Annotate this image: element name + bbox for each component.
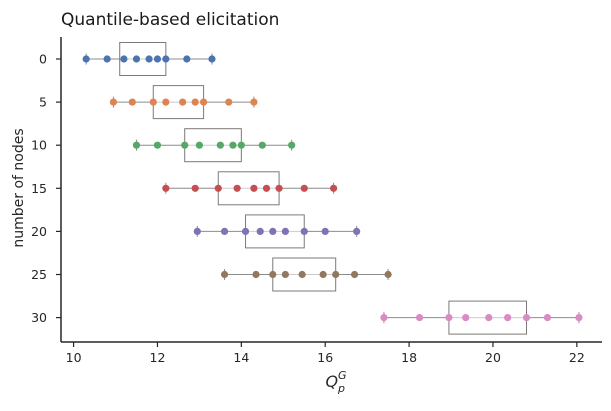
x-tick-label: 16 <box>317 350 333 365</box>
data-point <box>82 55 90 63</box>
x-tick-label: 14 <box>233 350 249 365</box>
x-axis-ticks: 10 12 14 16 18 20 22 <box>66 342 585 365</box>
data-point <box>153 55 162 63</box>
data-point <box>353 227 361 235</box>
row-10 <box>132 128 296 163</box>
data-point <box>250 184 258 192</box>
data-point <box>485 314 493 322</box>
data-point <box>225 98 233 106</box>
y-axis-label: number of nodes <box>11 128 27 247</box>
data-point <box>252 270 260 279</box>
data-point <box>241 227 250 235</box>
data-point <box>109 98 118 106</box>
row-5 <box>109 85 258 120</box>
data-point <box>319 270 327 279</box>
row-20 <box>193 214 361 249</box>
data-point <box>288 141 296 149</box>
data-point <box>332 270 340 279</box>
data-point <box>256 227 264 235</box>
data-point <box>281 270 289 279</box>
row-25 <box>220 257 392 292</box>
data-point <box>237 141 245 149</box>
data-point <box>199 98 208 106</box>
data-point <box>132 55 141 63</box>
data-point <box>181 141 189 149</box>
data-point <box>300 227 308 235</box>
data-point <box>162 184 170 192</box>
data-point <box>162 98 170 106</box>
data-point <box>298 270 306 279</box>
data-point <box>132 141 141 149</box>
x-tick-label: 10 <box>66 350 82 365</box>
data-point <box>195 141 203 149</box>
data-point <box>329 184 338 192</box>
data-point <box>153 141 162 149</box>
data-point <box>300 184 308 192</box>
data-point <box>543 314 552 322</box>
data-point <box>162 55 170 63</box>
plot-area <box>82 42 583 335</box>
y-axis-ticks: 0 5 10 15 20 25 30 <box>31 52 61 325</box>
data-point <box>220 270 229 279</box>
data-point <box>229 141 237 149</box>
data-point <box>103 55 111 63</box>
y-tick-label: 30 <box>31 310 47 325</box>
data-point <box>575 314 583 322</box>
data-point <box>191 184 199 192</box>
data-point <box>321 227 329 235</box>
data-point <box>281 227 289 235</box>
row-30 <box>380 300 583 335</box>
data-point <box>384 270 392 279</box>
data-point <box>462 314 470 322</box>
data-point <box>128 98 136 106</box>
data-point <box>380 314 388 322</box>
data-point <box>149 98 157 106</box>
y-tick-label: 5 <box>39 95 47 110</box>
y-tick-label: 0 <box>39 52 47 67</box>
x-tick-label: 20 <box>485 350 501 365</box>
data-point <box>262 184 271 192</box>
x-tick-label: 12 <box>150 350 166 365</box>
data-point <box>179 98 187 106</box>
x-tick-label: 18 <box>401 350 417 365</box>
data-point <box>216 141 224 149</box>
data-point <box>269 270 277 279</box>
data-point <box>350 270 359 279</box>
data-point <box>233 184 241 192</box>
y-tick-label: 10 <box>31 138 47 153</box>
data-point <box>183 55 191 63</box>
x-axis-label: QpG <box>325 369 346 395</box>
data-point <box>191 98 199 106</box>
data-point <box>208 55 216 63</box>
row-15 <box>162 171 338 206</box>
chart-title: Quantile-based elicitation <box>61 10 279 30</box>
data-point <box>504 314 512 322</box>
data-point <box>145 55 153 63</box>
row-0 <box>82 42 216 76</box>
x-tick-label: 22 <box>569 350 585 365</box>
y-tick-label: 25 <box>31 267 47 282</box>
y-tick-label: 20 <box>31 224 47 239</box>
data-point <box>220 227 229 235</box>
data-point <box>522 314 531 322</box>
data-point <box>250 98 258 106</box>
data-point <box>214 184 222 192</box>
data-point <box>415 314 424 322</box>
data-point <box>275 184 283 192</box>
data-point <box>120 55 128 63</box>
y-tick-label: 15 <box>31 181 47 196</box>
data-point <box>445 314 453 322</box>
data-point <box>193 227 201 235</box>
data-point <box>269 227 277 235</box>
data-point <box>258 141 266 149</box>
